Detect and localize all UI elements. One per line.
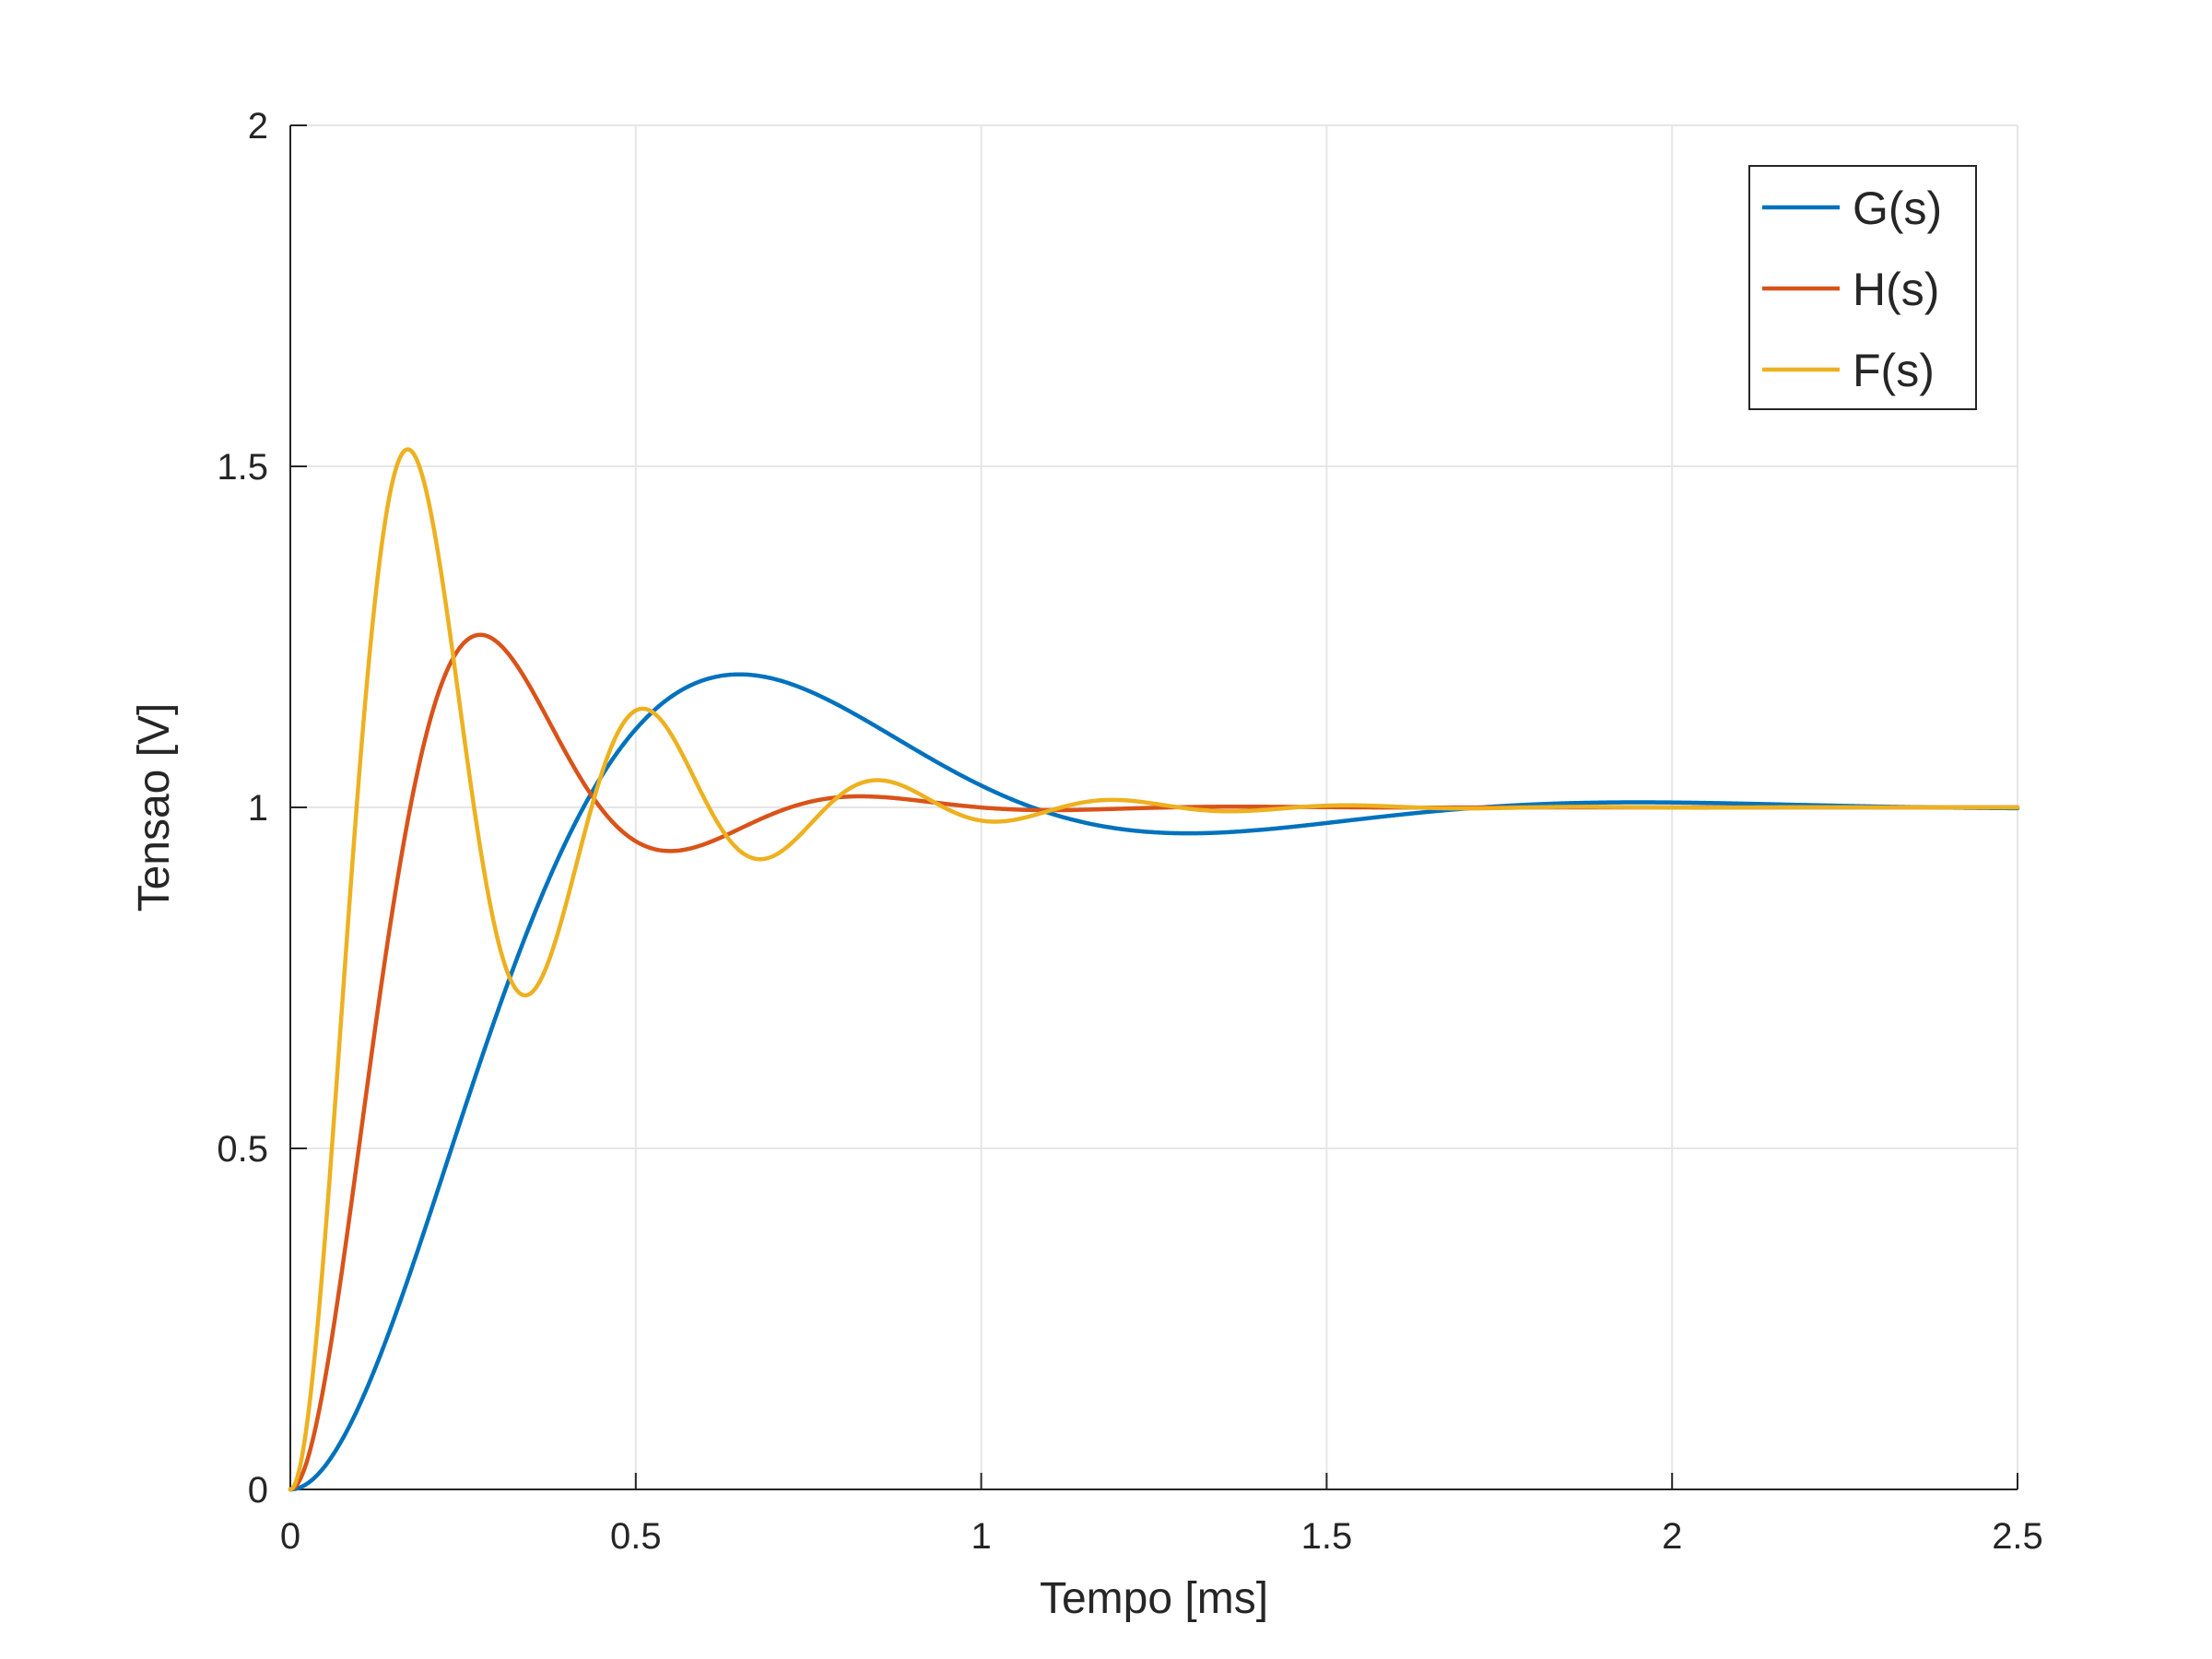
- legend-label: G(s): [1853, 182, 1942, 234]
- x-tick-label: 1: [971, 1516, 991, 1557]
- y-tick-label: 1.5: [217, 447, 268, 488]
- x-tick-label: 2: [1662, 1516, 1682, 1557]
- ticks: 0 0.5 1 1.5 2 2.5 0 0.5 1 1.5 2: [217, 106, 2042, 1557]
- legend: G(s) H(s) F(s): [1748, 165, 1977, 410]
- series-line-3: [288, 447, 2020, 1492]
- y-tick-label: 2: [248, 106, 268, 147]
- x-axis-title: Tempo [ms]: [1040, 1574, 1268, 1623]
- y-tick-label: 0: [248, 1470, 268, 1511]
- legend-label: F(s): [1853, 345, 1935, 396]
- x-tick-label: 1.5: [1301, 1516, 1353, 1557]
- x-tick-label: 2.5: [1992, 1516, 2043, 1557]
- y-tick-label: 1: [248, 788, 268, 829]
- legend-label: H(s): [1853, 264, 1939, 315]
- series-layer: [288, 447, 2020, 1492]
- x-tick-label: 0.5: [610, 1516, 662, 1557]
- y-axis-title: Tensao [V]: [130, 703, 179, 912]
- x-tick-label: 0: [280, 1516, 300, 1557]
- y-tick-label: 0.5: [217, 1129, 268, 1170]
- series-line-1: [288, 672, 2020, 1492]
